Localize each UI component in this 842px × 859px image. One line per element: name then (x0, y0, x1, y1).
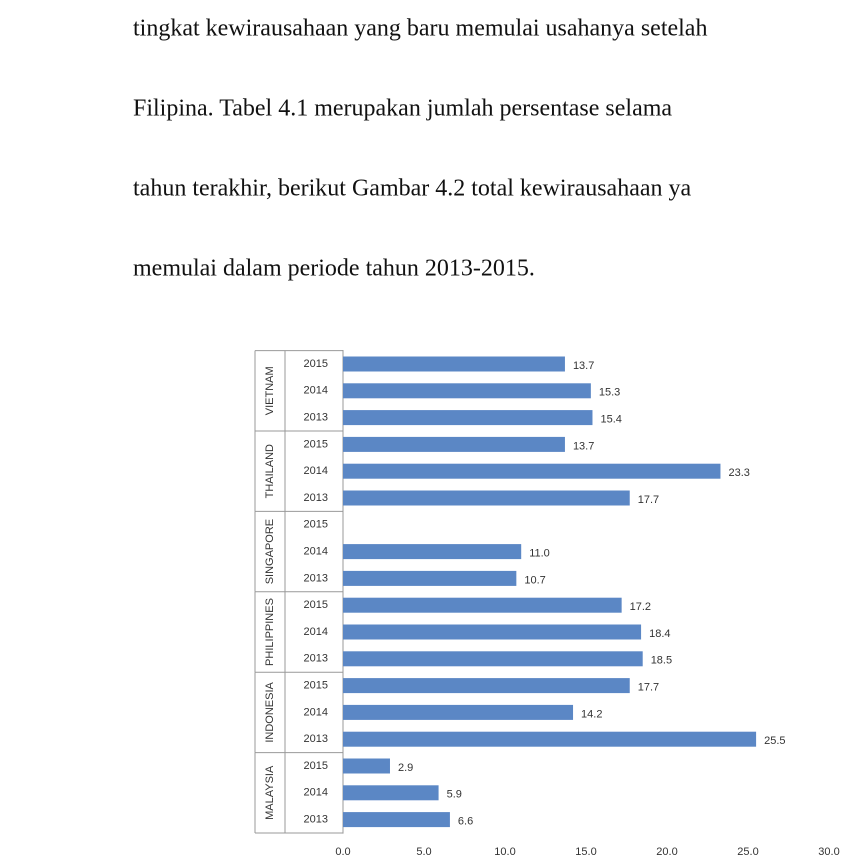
x-tick-label: 20.0 (656, 846, 677, 858)
bar (343, 704, 574, 720)
y-tick-label: 2014 (304, 465, 328, 477)
bar (343, 758, 390, 774)
value-label: 15.4 (600, 414, 621, 426)
value-label: 2.9 (398, 762, 413, 774)
value-label: 25.5 (764, 735, 785, 747)
y-tick-label: 2014 (304, 787, 328, 799)
group-label: INDONESIA (264, 681, 276, 742)
y-tick-label: 2014 (304, 385, 328, 397)
x-tick-label: 25.0 (737, 846, 758, 858)
y-tick-label: 2013 (304, 814, 328, 826)
y-tick-label: 2013 (304, 492, 328, 504)
y-tick-label: 2014 (304, 546, 328, 558)
x-tick-label: 10.0 (494, 846, 515, 858)
y-tick-label: 2015 (304, 519, 328, 531)
x-tick-label: 15.0 (575, 846, 596, 858)
group-label: THAILAND (264, 444, 276, 498)
y-tick-label: 2015 (304, 438, 328, 450)
bar (343, 490, 630, 506)
bar (343, 812, 450, 828)
value-label: 18.4 (649, 628, 670, 640)
bar (343, 624, 642, 640)
y-tick-label: 2015 (304, 358, 328, 370)
value-label: 13.7 (573, 360, 594, 372)
bar (343, 678, 630, 694)
value-label: 18.5 (651, 655, 672, 667)
bar (343, 356, 565, 372)
y-tick-label: 2014 (304, 706, 328, 718)
y-tick-label: 2015 (304, 680, 328, 692)
bar (343, 731, 757, 747)
group-label: SINGAPORE (264, 519, 276, 584)
value-label: 13.7 (573, 440, 594, 452)
bar (343, 383, 591, 399)
x-tick-label: 5.0 (416, 846, 431, 858)
group-label: VIETNAM (264, 366, 276, 415)
paragraph-line: tingkat kewirausahaan yang baru memulai … (133, 16, 707, 42)
y-tick-label: 2015 (304, 599, 328, 611)
x-tick-label: 30.0 (818, 846, 839, 858)
value-label: 17.2 (630, 601, 651, 613)
value-label: 14.2 (581, 708, 602, 720)
bar (343, 463, 721, 479)
bar (343, 544, 522, 560)
value-label: 15.3 (599, 387, 620, 399)
group-label: MALAYSIA (264, 765, 276, 820)
paragraph-line: memulai dalam periode tahun 2013-2015. (133, 256, 535, 282)
group-label: PHILIPPINES (264, 598, 276, 666)
value-label: 17.7 (638, 682, 659, 694)
bar (343, 597, 622, 613)
value-label: 23.3 (728, 467, 749, 479)
value-label: 5.9 (447, 789, 462, 801)
y-tick-label: 2014 (304, 626, 328, 638)
bar (343, 436, 565, 452)
value-label: 11.0 (529, 548, 550, 560)
bar (343, 651, 643, 667)
bar (343, 410, 593, 426)
bar (343, 785, 439, 801)
y-tick-label: 2013 (304, 412, 328, 424)
bar (343, 570, 517, 586)
y-tick-label: 2013 (304, 572, 328, 584)
x-tick-label: 0.0 (335, 846, 350, 858)
value-label: 6.6 (458, 816, 473, 828)
paragraph-line: tahun terakhir, berikut Gambar 4.2 total… (133, 176, 692, 202)
y-tick-label: 2015 (304, 760, 328, 772)
y-tick-label: 2013 (304, 653, 328, 665)
value-label: 17.7 (638, 494, 659, 506)
paragraph-line: Filipina. Tabel 4.1 merupakan jumlah per… (133, 96, 672, 122)
y-tick-label: 2013 (304, 733, 328, 745)
value-label: 10.7 (524, 574, 545, 586)
